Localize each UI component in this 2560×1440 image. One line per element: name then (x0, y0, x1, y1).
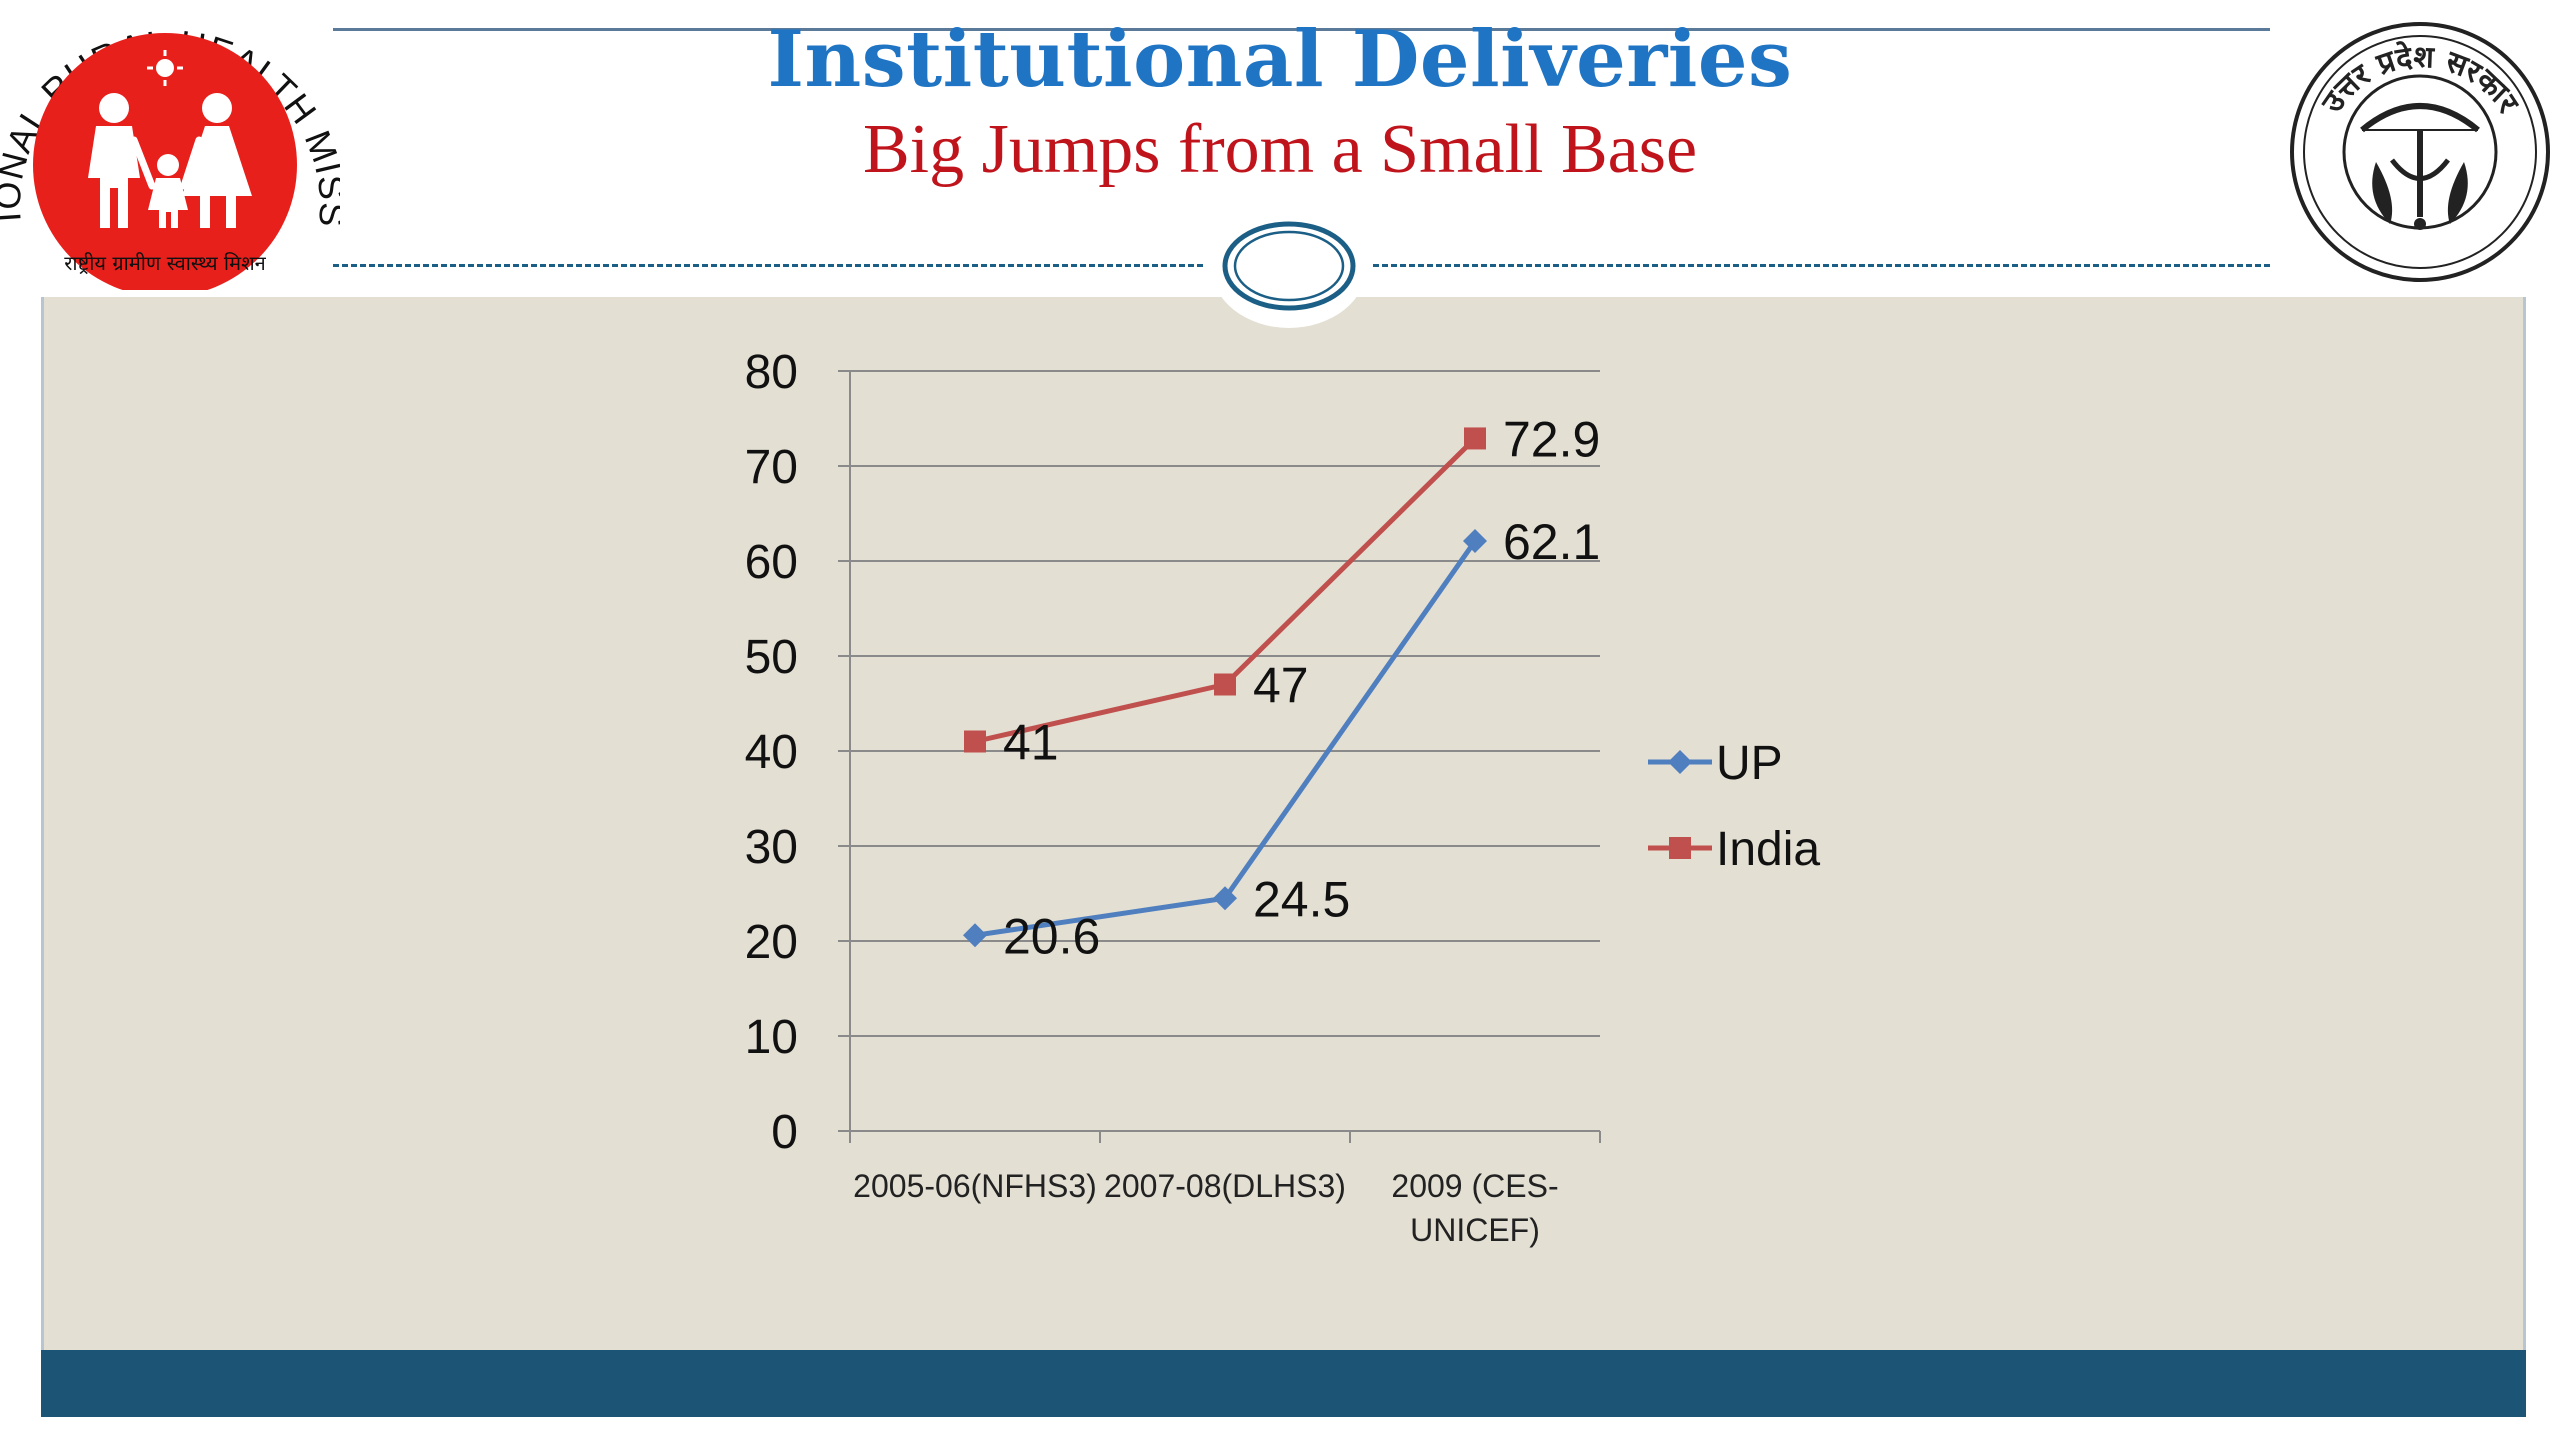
footer-bar (41, 1350, 2526, 1417)
x-category-label: UNICEF) (1410, 1212, 1540, 1248)
data-label-up: 20.6 (1003, 908, 1100, 964)
data-point-india (1464, 427, 1486, 450)
data-point-up (1463, 529, 1487, 554)
y-tick-label: 30 (745, 821, 798, 874)
data-point-up (963, 923, 987, 948)
oval-ornament-icon (1211, 204, 1367, 328)
data-point-india (964, 730, 986, 753)
slide-content-panel (41, 297, 2526, 1350)
y-tick-label: 80 (745, 346, 798, 399)
slide-subtitle: Big Jumps from a Small Base (862, 111, 1698, 188)
chart-gridlines (850, 370, 1600, 1037)
header-dashed-rule-left (333, 264, 1203, 267)
y-tick-label: 70 (745, 441, 798, 494)
legend-label-up: UP (1716, 737, 1783, 790)
x-category-label: 2005-06(NFHS3) (853, 1168, 1097, 1204)
nrhm-logo-icon: NATIONAL RURAL HEALTH MISSION राष्ट्रीय … (0, 0, 340, 290)
legend-label-india: India (1716, 823, 1820, 876)
chart-axes: 0 10 20 30 40 50 60 70 80 2005-06(NFHS3) 2007-08(D… (745, 346, 1601, 1248)
y-tick-label: 50 (745, 631, 798, 684)
data-point-up (1213, 886, 1237, 911)
chart-series (963, 427, 1487, 948)
y-tick-label: 60 (745, 536, 798, 589)
data-label-india: 41 (1003, 715, 1059, 771)
data-label-india: 72.9 (1503, 411, 1600, 467)
data-label-up: 24.5 (1253, 871, 1350, 927)
x-category-label: 2009 (CES- (1391, 1168, 1558, 1204)
y-tick-label: 0 (771, 1106, 798, 1159)
y-tick-label: 10 (745, 1011, 798, 1064)
series-line-india (974, 436, 1477, 744)
chart-legend: UP India (1648, 737, 1820, 876)
data-label-india: 47 (1253, 658, 1309, 714)
header-top-rule (333, 28, 2270, 31)
slide-title: Institutional Deliveries (767, 14, 1793, 105)
y-tick-label: 40 (745, 726, 798, 779)
legend-marker-india (1669, 837, 1691, 859)
legend-marker-up (1668, 750, 1692, 774)
data-label-up: 62.1 (1503, 514, 1600, 570)
x-category-label: 2007-08(DLHS3) (1104, 1168, 1346, 1204)
nrhm-hindi-text: राष्ट्रीय ग्रामीण स्वास्थ्य मिशन (64, 251, 266, 275)
y-tick-label: 20 (745, 916, 798, 969)
header-dashed-rule-right (1373, 264, 2270, 267)
uttar-pradesh-seal-icon: उत्तर प्रदेश सरकार (2290, 22, 2550, 282)
data-point-india (1214, 673, 1236, 696)
chart-labels: 20.6 24.5 62.1 41 47 72.9 (1003, 411, 1600, 964)
